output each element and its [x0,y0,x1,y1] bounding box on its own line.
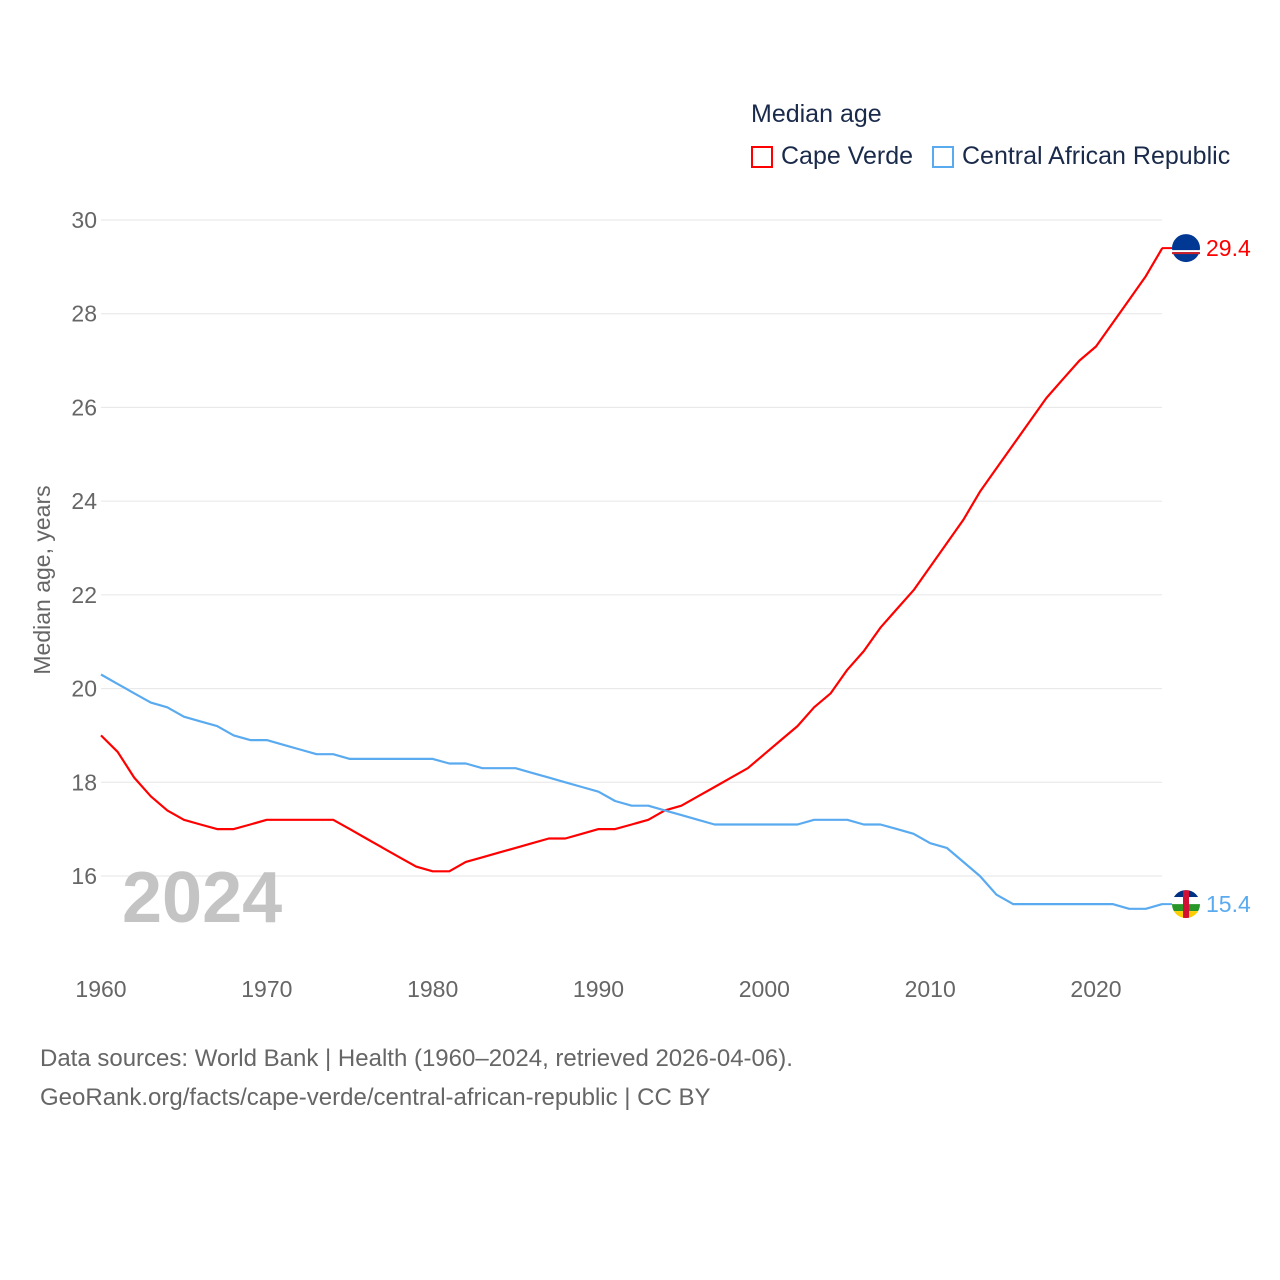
y-tick-label: 26 [71,394,97,420]
y-axis-label: Median age, years [29,485,55,674]
legend-label: Central African Republic [962,142,1231,170]
x-tick-label: 2020 [1070,976,1121,1002]
x-tick-label: 1970 [241,976,292,1002]
flag-stripe [1172,252,1200,255]
y-tick-label: 28 [71,301,97,327]
y-tick-label: 16 [71,863,97,889]
flag-stripe [1172,250,1200,253]
legend-item-cape-verde[interactable]: Cape Verde [751,142,913,171]
legend-item-central-african-republic[interactable]: Central African Republic [932,142,1230,171]
legend-title: Median age [751,100,882,128]
y-tick-label: 20 [71,676,97,702]
x-tick-label: 1960 [75,976,126,1002]
flag-stripe [1183,890,1189,919]
year-label: 2024 [122,858,282,938]
y-tick-label: 18 [71,769,97,795]
series-line-1 [100,673,1163,910]
y-tick-label: 24 [71,488,97,514]
legend-swatch-car [932,145,954,168]
y-tick-label: 30 [71,207,97,233]
x-tick-label: 2000 [739,976,790,1002]
end-value-label: 29.4 [1206,235,1251,261]
legend-label: Cape Verde [781,142,914,170]
footer-link[interactable]: GeoRank.org/facts/cape-verde/central-afr… [40,1084,711,1111]
x-tick-label: 1990 [573,976,624,1002]
x-tick-label: 1980 [407,976,458,1002]
series-line-0 [100,247,1164,873]
cape-verde-flag-icon [1172,234,1200,263]
footer-sources: Data sources: World Bank | Health (1960–… [40,1045,793,1072]
y-tick-label: 22 [71,582,97,608]
legend-swatch-cape-verde [751,145,773,168]
end-value-label: 15.4 [1206,891,1251,917]
x-tick-label: 2010 [905,976,956,1002]
